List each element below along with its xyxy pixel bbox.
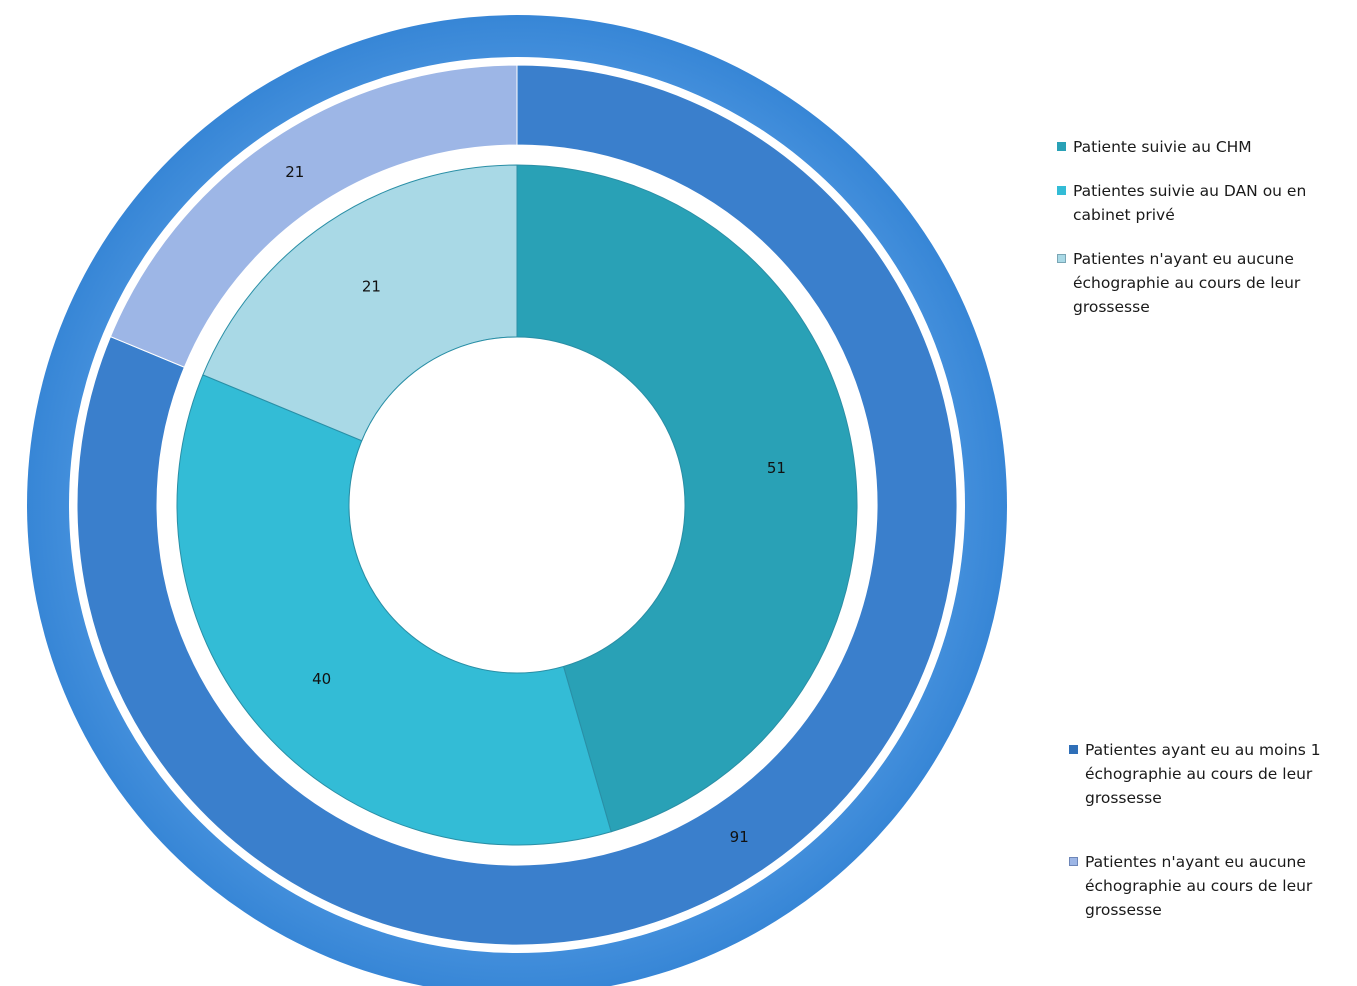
legend-label: Patientes suivie au DAN ou en cabinet pr…	[1073, 182, 1307, 224]
legend-item: Patientes n'ayant eu aucune échographie …	[1069, 850, 1354, 922]
legend-outer-ring: Patientes ayant eu au moins 1 échographi…	[1069, 738, 1354, 942]
legend-inner-ring: Patiente suivie au CHM Patientes suivie …	[1057, 135, 1342, 339]
inner-ring	[176, 164, 858, 846]
data-labels: 91 21 51 40 21	[285, 163, 786, 846]
legend-item: Patiente suivie au CHM	[1057, 135, 1342, 159]
legend-item: Patientes ayant eu au moins 1 échographi…	[1069, 738, 1354, 810]
legend-label: Patientes n'ayant eu aucune échographie …	[1085, 853, 1313, 919]
legend-swatch	[1069, 745, 1078, 754]
legend-item: Patientes suivie au DAN ou en cabinet pr…	[1057, 179, 1342, 227]
inner-ring-data-label: 51	[767, 459, 786, 477]
legend-swatch	[1057, 254, 1066, 263]
outer-ring-slice	[76, 64, 958, 946]
outer-ring-data-label: 91	[730, 828, 749, 846]
outer-ring-data-label: 21	[285, 163, 304, 181]
inner-ring-data-label: 40	[312, 670, 331, 688]
outer-ring-slice	[109, 64, 518, 368]
legend-label: Patiente suivie au CHM	[1073, 138, 1252, 156]
legend-label: Patientes ayant eu au moins 1 échographi…	[1085, 741, 1321, 807]
legend-item: Patientes n'ayant eu aucune échographie …	[1057, 247, 1342, 319]
inner-ring-data-label: 21	[362, 278, 381, 296]
legend-swatch	[1057, 186, 1066, 195]
legend-label: Patientes n'ayant eu aucune échographie …	[1073, 250, 1301, 316]
legend-swatch	[1069, 857, 1078, 866]
legend-swatch	[1057, 142, 1066, 151]
center-hole	[348, 336, 686, 674]
outer-ring	[76, 64, 958, 946]
